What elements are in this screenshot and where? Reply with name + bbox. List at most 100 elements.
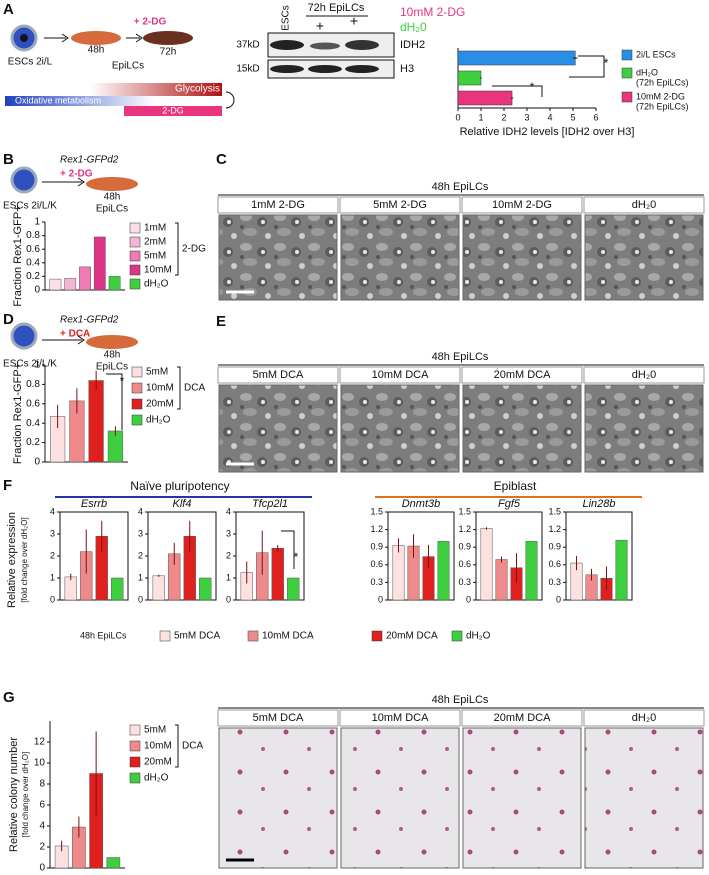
y-tick-label: 1	[34, 217, 40, 228]
label: Rex1-GFPd2	[60, 155, 119, 166]
label: Rex1-GFPd2	[60, 315, 119, 326]
bar	[480, 528, 493, 601]
legend-swatch	[159, 630, 171, 642]
label: EpiLCs	[96, 204, 128, 215]
header-cell	[217, 366, 339, 384]
group-label: Naïve pluripotency	[130, 479, 229, 493]
legend-label: 10mM	[144, 741, 172, 752]
cell	[71, 31, 121, 45]
panel-label: G	[3, 689, 15, 706]
legend-swatch	[129, 740, 141, 752]
y-tick-label: 1.2	[458, 524, 471, 534]
legend-note: (72h EpiLCs)	[636, 77, 689, 87]
legend-label: dH₂O	[144, 773, 169, 784]
label: + DCA	[60, 329, 90, 340]
panel-f-header: Naïve pluripotency Epiblast Relative exp…	[6, 479, 642, 640]
y-tick-label: 2	[50, 550, 55, 560]
band	[270, 40, 304, 50]
chart-title: Fgf5	[498, 498, 521, 510]
panel-label: E	[216, 313, 226, 330]
significance-bracket	[281, 530, 295, 569]
header-cell	[339, 366, 461, 384]
legend-swatch	[129, 250, 141, 262]
panel-label: B	[3, 151, 14, 168]
micrographs: 48h EpiLCs 1mM 2-DG 5mM 2-DG 10mM 2-DG dH₂0 4…	[217, 181, 705, 869]
y-tick-label: 0.3	[370, 577, 383, 587]
condition-label: dH₂0	[632, 199, 656, 211]
x-tick-label: 4	[547, 112, 552, 122]
condition-label: 20mM DCA	[494, 712, 552, 724]
group-label: Epiblast	[494, 479, 537, 493]
bar	[199, 577, 212, 601]
y-tick-label: 2	[138, 550, 143, 560]
bar	[108, 276, 121, 291]
header-cell	[217, 196, 339, 214]
band-label: H3	[400, 63, 414, 75]
panel-label: F	[3, 477, 12, 494]
legend-note: (72h EpiLCs)	[636, 101, 689, 111]
panel-title: 48h EpiLCs	[432, 694, 489, 706]
legend-label: dH₂O	[466, 631, 491, 642]
chart-title: Lin28b	[582, 498, 615, 510]
gradient	[5, 96, 155, 106]
y-tick-label: 1.5	[458, 506, 471, 516]
panel-title: 48h EpiLCs	[432, 181, 489, 193]
y-tick-label: 1.2	[370, 524, 383, 534]
panel-labels: A B C D E F G	[3, 1, 227, 706]
micrograph	[462, 727, 582, 869]
header-cell	[461, 196, 583, 214]
band	[345, 65, 379, 73]
legend-swatch	[129, 724, 141, 736]
y-tick-label: 3	[138, 528, 143, 538]
bar	[457, 50, 576, 66]
inhibitor-bar	[124, 106, 222, 116]
y-tick-label: 4	[50, 506, 55, 516]
cell	[10, 166, 38, 194]
label: ESCs 2i/L/K	[3, 359, 57, 370]
legend-swatch	[129, 264, 141, 276]
legend-label: dH₂O	[144, 279, 169, 290]
label: 48h	[104, 192, 121, 203]
y-tick-label: 3	[50, 528, 55, 538]
header-cell	[461, 709, 583, 727]
condition-label: dH₂0	[632, 369, 656, 381]
micrograph	[218, 727, 338, 869]
y-tick-label: 1	[50, 572, 55, 582]
legend-label: 20mM	[146, 399, 174, 410]
bar	[457, 70, 482, 86]
legend-label: 2i/L ESCs	[636, 49, 676, 59]
y-tick-label: 0	[50, 594, 55, 604]
x-tick-label: 6	[593, 112, 598, 122]
micrograph	[584, 727, 704, 869]
label: ESCs 2i/L/K	[3, 201, 57, 212]
label: EpiLCs	[96, 362, 128, 373]
lane-label: ESCs	[281, 5, 292, 31]
legend-swatch	[621, 49, 633, 61]
condition-label: 10mM 2-DG	[492, 199, 552, 211]
y-axis-label: Fraction Rex1-GFP+	[12, 205, 24, 306]
legend-swatch	[131, 366, 143, 378]
legend-label: 10mM	[144, 265, 172, 276]
chart-title: Dnmt3b	[402, 498, 441, 510]
label: 2-DG	[162, 105, 184, 115]
header-cell	[217, 709, 339, 727]
bar	[49, 278, 62, 291]
y-axis-label: Relative expression	[6, 512, 18, 608]
bar	[93, 236, 106, 291]
legend-label: 5mM	[144, 251, 166, 262]
bar	[287, 577, 300, 601]
legend-label: 2mM	[144, 237, 166, 248]
band	[308, 65, 342, 73]
label: 48h	[104, 350, 121, 361]
legend-swatch	[371, 630, 383, 642]
panel-title: 48h EpiLCs	[432, 351, 489, 363]
y-axis-label: Fraction Rex1-GFP+	[12, 363, 24, 464]
size-marker: 15kD	[236, 64, 259, 75]
y-tick-label: 0.6	[548, 559, 561, 569]
header-cell	[583, 366, 705, 384]
x-tick-label: 2	[501, 112, 506, 122]
micrograph	[218, 384, 338, 473]
y-tick-label: 0	[39, 863, 45, 874]
bar	[525, 541, 538, 601]
condition-label: 10mM DCA	[372, 712, 430, 724]
